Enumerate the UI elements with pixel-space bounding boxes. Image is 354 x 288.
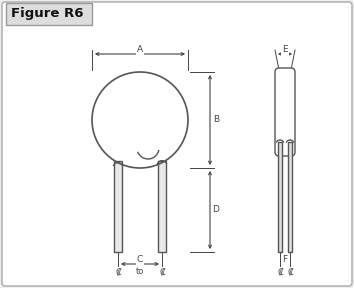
Bar bbox=[158, 161, 166, 252]
Text: B: B bbox=[213, 115, 219, 124]
Bar bbox=[278, 142, 282, 252]
Bar bbox=[288, 142, 292, 252]
FancyBboxPatch shape bbox=[275, 68, 295, 156]
FancyBboxPatch shape bbox=[2, 2, 352, 286]
Bar bbox=[114, 161, 122, 252]
Text: to: to bbox=[136, 268, 144, 276]
Text: C: C bbox=[137, 255, 143, 264]
Text: ₡: ₡ bbox=[287, 268, 293, 276]
Text: A: A bbox=[137, 46, 143, 54]
Text: ₡: ₡ bbox=[115, 268, 121, 276]
Bar bbox=[6, 3, 92, 25]
Text: F: F bbox=[282, 255, 287, 264]
Text: ₡: ₡ bbox=[159, 268, 165, 276]
Text: Figure R6: Figure R6 bbox=[11, 7, 84, 20]
Text: ₡: ₡ bbox=[277, 268, 283, 276]
Text: E: E bbox=[282, 46, 288, 54]
Text: D: D bbox=[212, 206, 219, 215]
